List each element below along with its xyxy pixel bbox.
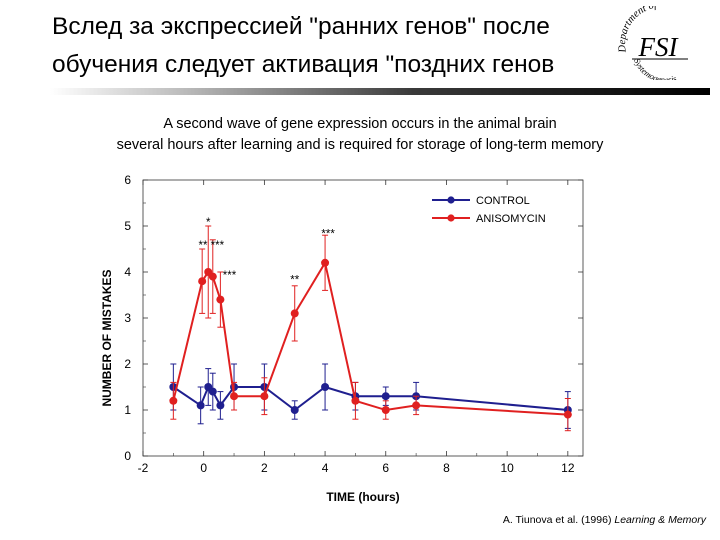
anisomycin-legend-marker <box>447 214 455 222</box>
y-axis-label: NUMBER OF MISTAKES <box>100 269 114 406</box>
x-tick-label: 8 <box>443 461 450 475</box>
significance-label: ** <box>290 275 299 287</box>
subtitle-line-2: several hours after learning and is requ… <box>116 137 604 153</box>
subtitle-line-1: A second wave of gene expression occurs … <box>163 116 557 132</box>
x-tick-label: 12 <box>561 461 575 475</box>
y-tick-label: 5 <box>124 219 131 233</box>
anisomycin-point <box>260 392 269 401</box>
control-point <box>290 406 299 414</box>
anisomycin-point <box>563 410 572 419</box>
y-tick-label: 0 <box>124 449 131 463</box>
control-legend-marker <box>447 196 455 204</box>
control-point <box>208 387 217 396</box>
y-tick-label: 6 <box>124 173 131 187</box>
title-divider <box>50 88 710 95</box>
anisomycin-point <box>216 295 225 304</box>
title-line-1: Вслед за экспрессией "ранних генов" посл… <box>52 13 550 40</box>
x-tick-label: 2 <box>261 461 268 475</box>
anisomycin-point <box>351 396 360 405</box>
anisomycin-point <box>412 401 421 410</box>
anisomycin-point <box>198 277 207 286</box>
control-point <box>216 401 225 410</box>
anisomycin-point <box>208 272 217 281</box>
chart-subtitle: A second wave of gene expression occurs … <box>0 114 720 156</box>
x-tick-label: 10 <box>500 461 514 475</box>
anisomycin-point <box>230 392 239 401</box>
significance-label: ** *** <box>198 240 224 252</box>
anisomycin-line <box>172 260 568 416</box>
control-point <box>196 401 205 410</box>
citation-journal: Learning & Memory <box>614 514 706 526</box>
title-line-2: обучения следует активация "поздних гено… <box>52 51 555 78</box>
slide-title: Вслед за экспрессией "ранних генов" посл… <box>52 8 612 84</box>
control-point <box>321 383 330 391</box>
anisomycin-legend-label: ANISOMYCIN <box>476 213 546 225</box>
x-axis-label: TIME (hours) <box>326 490 399 504</box>
significance-label: *** <box>223 270 237 282</box>
y-tick-label: 4 <box>124 265 131 279</box>
y-tick-label: 2 <box>124 357 131 371</box>
x-tick-label: 6 <box>382 461 389 475</box>
x-tick-label: 4 <box>322 461 329 475</box>
citation-authors: A. Tiunova et al. (1996) <box>502 514 612 526</box>
logo-center-text: FSI <box>638 32 680 62</box>
significance-label: *** <box>321 229 335 241</box>
control-legend-label: CONTROL <box>476 195 530 207</box>
citation: A. Tiunova et al. (1996) Learning & Memo… <box>503 514 706 526</box>
x-tick-label: -2 <box>138 461 149 475</box>
y-tick-label: 1 <box>124 403 131 417</box>
anisomycin-point <box>169 396 178 405</box>
y-tick-label: 3 <box>124 311 131 325</box>
x-tick-label: 0 <box>200 461 207 475</box>
anisomycin-point <box>290 309 299 318</box>
anisomycin-point <box>321 258 330 267</box>
control-point <box>381 392 390 401</box>
significance-label: * <box>206 217 211 229</box>
anisomycin-point <box>381 406 390 414</box>
department-logo: Department of FSI Systemogenesis <box>617 6 688 80</box>
